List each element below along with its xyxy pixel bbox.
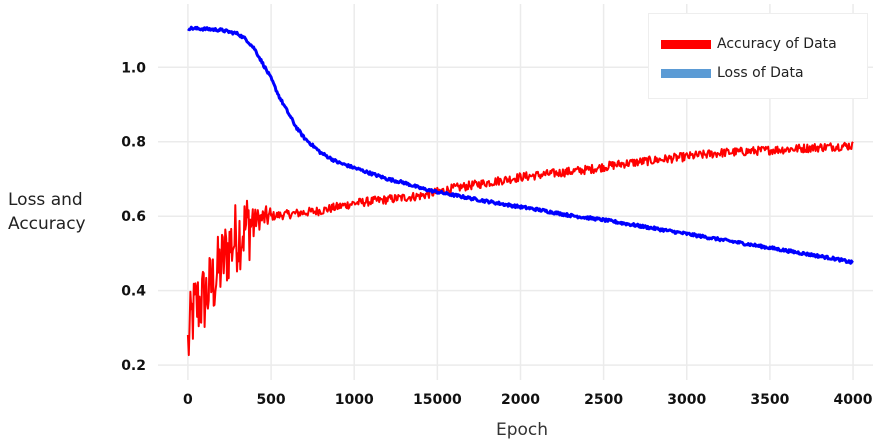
x-tick-label-3: 15000 bbox=[413, 392, 462, 408]
x-tick-label-5: 2500 bbox=[584, 392, 623, 408]
y-tick-label-0: 0.2 bbox=[121, 358, 146, 374]
y-axis-label-line-1: Loss and bbox=[8, 190, 83, 210]
y-tick-label-2: 0.6 bbox=[121, 209, 146, 225]
legend-item-loss: Loss of Data bbox=[661, 63, 804, 83]
series-line-accuracy bbox=[186, 141, 854, 357]
y-tick-label-4: 1.0 bbox=[121, 60, 146, 76]
legend-label-loss: Loss of Data bbox=[717, 65, 804, 81]
x-tick-label-7: 3500 bbox=[750, 392, 789, 408]
x-tick-label-1: 500 bbox=[256, 392, 285, 408]
x-tick-label-4: 2000 bbox=[501, 392, 540, 408]
legend-item-accuracy: Accuracy of Data bbox=[661, 34, 837, 54]
y-tick-label-1: 0.4 bbox=[121, 284, 146, 300]
series-line-loss bbox=[187, 25, 854, 265]
legend-swatch-loss bbox=[661, 68, 711, 78]
y-axis-label: Loss and Accuracy bbox=[8, 188, 118, 236]
legend-label-accuracy: Accuracy of Data bbox=[717, 36, 837, 52]
legend-swatch-accuracy bbox=[661, 39, 711, 49]
x-tick-label-8: 4000 bbox=[834, 392, 873, 408]
x-tick-label-2: 1000 bbox=[335, 392, 374, 408]
x-tick-label-0: 0 bbox=[183, 392, 193, 408]
x-tick-label-6: 3000 bbox=[667, 392, 706, 408]
legend: Accuracy of Data Loss of Data bbox=[648, 13, 868, 99]
y-tick-label-3: 0.8 bbox=[121, 135, 146, 151]
x-axis-label: Epoch bbox=[496, 420, 549, 440]
y-axis-label-line-2: Accuracy bbox=[8, 214, 86, 234]
